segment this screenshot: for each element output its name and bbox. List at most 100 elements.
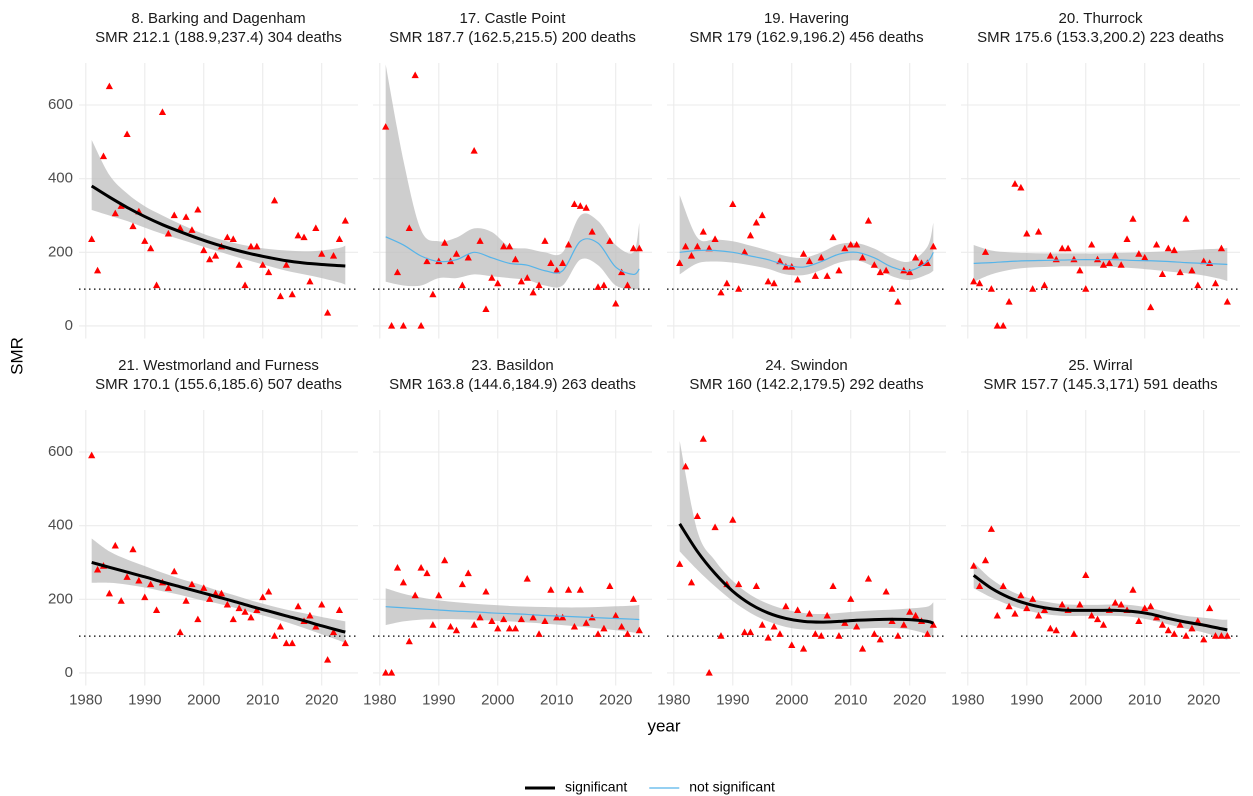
y-tick-label: 200: [48, 243, 73, 260]
data-point: [811, 272, 819, 279]
data-point: [1188, 266, 1196, 274]
data-point: [823, 272, 831, 279]
data-point: [681, 242, 690, 250]
data-point: [458, 281, 466, 289]
data-point: [993, 611, 1001, 619]
data-point: [582, 204, 590, 211]
data-point: [194, 615, 202, 623]
data-point: [1194, 281, 1202, 289]
data-point: [194, 205, 202, 213]
data-point: [500, 615, 508, 623]
data-point: [987, 285, 995, 292]
confidence-band: [385, 588, 640, 634]
data-point: [341, 217, 349, 224]
data-point: [141, 237, 149, 244]
data-point: [564, 586, 573, 593]
data-point: [999, 582, 1007, 590]
data-point: [799, 645, 808, 652]
data-point: [276, 622, 285, 630]
data-point: [535, 281, 543, 289]
data-point: [253, 606, 261, 613]
data-point: [906, 608, 914, 615]
legend-label: not significant: [689, 779, 775, 795]
data-point: [1099, 261, 1108, 268]
data-point: [511, 255, 520, 263]
data-point: [740, 628, 749, 636]
data-point: [1111, 251, 1119, 259]
trend-line: [90, 184, 346, 268]
data-point: [411, 71, 419, 79]
data-point: [1147, 303, 1155, 311]
data-point: [635, 244, 643, 252]
data-point: [147, 244, 155, 252]
data-point: [829, 582, 837, 590]
data-point: [588, 228, 596, 235]
panel-title: 21. Westmorland and Furness: [118, 357, 319, 374]
data-point: [970, 562, 978, 569]
data-point: [265, 268, 273, 276]
data-point: [129, 222, 137, 230]
data-point: [129, 545, 137, 553]
data-point: [606, 582, 614, 590]
x-tick-label: 2000: [1069, 691, 1102, 708]
data-point: [382, 123, 390, 130]
data-point: [523, 575, 531, 582]
panel: 19. Havering SMR 179 (162.9,196.2) 456 de…: [667, 10, 946, 339]
data-point: [1105, 259, 1113, 266]
trend-line: [678, 523, 934, 625]
y-tick-label: 0: [65, 317, 73, 334]
data-point: [511, 624, 520, 632]
data-point: [135, 576, 143, 584]
y-tick-label: 400: [48, 170, 73, 187]
data-point: [435, 257, 443, 265]
data-point: [282, 639, 290, 647]
x-tick-label: 1990: [128, 691, 161, 708]
data-point: [717, 288, 725, 296]
data-point: [805, 257, 814, 265]
data-point: [1123, 235, 1131, 243]
data-point: [758, 211, 766, 219]
x-axis-title: year: [647, 716, 680, 735]
x-tick-label: 2020: [893, 691, 926, 708]
data-point: [1005, 298, 1013, 305]
data-point: [1076, 600, 1084, 608]
data-point: [152, 281, 161, 289]
panel-subtitle: SMR 179 (162.9,196.2) 456 deaths: [689, 29, 923, 46]
data-point: [1064, 244, 1072, 252]
y-axis-title: SMR: [7, 337, 26, 375]
data-point: [517, 277, 525, 285]
data-point: [229, 235, 237, 243]
data-point: [711, 523, 719, 531]
data-point: [841, 244, 849, 252]
data-point: [570, 622, 579, 630]
data-point: [629, 244, 638, 252]
data-point: [1082, 571, 1090, 578]
data-point: [782, 602, 790, 610]
x-tick-label: 1990: [1010, 691, 1043, 708]
data-point: [1117, 261, 1125, 268]
data-point: [752, 582, 760, 590]
data-point: [1111, 598, 1119, 606]
data-point: [817, 253, 825, 261]
confidence-band: [973, 244, 1228, 282]
data-point: [329, 251, 338, 259]
data-point: [188, 226, 196, 233]
panel: 23. Basildon SMR 163.8 (144.6,184.9) 263 …: [363, 357, 652, 708]
data-point: [811, 630, 819, 637]
data-point: [888, 285, 896, 292]
data-point: [912, 253, 920, 261]
data-point: [306, 277, 314, 285]
data-point: [1088, 611, 1096, 619]
data-point: [635, 626, 643, 634]
data-point: [446, 622, 455, 630]
data-point: [1135, 617, 1143, 625]
data-point: [535, 630, 543, 637]
data-point: [576, 202, 584, 209]
data-point: [1017, 183, 1025, 191]
data-point: [993, 321, 1001, 329]
data-point: [247, 613, 255, 621]
data-point: [547, 586, 555, 593]
data-point: [1170, 630, 1178, 637]
data-point: [1034, 611, 1043, 619]
data-point: [111, 541, 119, 549]
